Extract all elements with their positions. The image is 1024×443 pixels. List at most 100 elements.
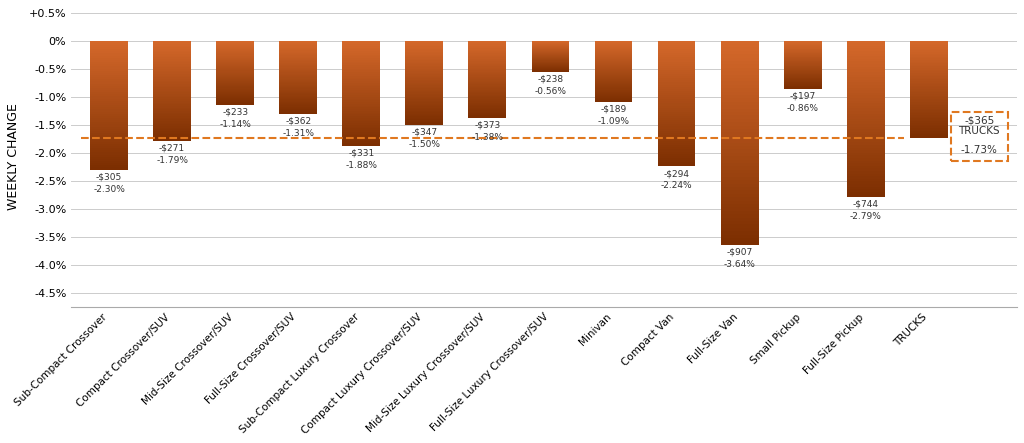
Bar <box>280 105 317 107</box>
Bar <box>90 84 128 86</box>
Bar <box>90 114 128 116</box>
Bar <box>783 49 821 50</box>
Bar <box>90 64 128 66</box>
Bar <box>90 45 128 47</box>
Bar <box>90 155 128 157</box>
Bar <box>154 91 191 93</box>
Bar <box>657 124 695 126</box>
Bar <box>468 101 506 102</box>
Bar <box>468 89 506 91</box>
Bar <box>280 62 317 64</box>
Bar <box>531 67 569 68</box>
Bar <box>216 92 254 93</box>
Bar <box>342 67 380 69</box>
Bar <box>910 88 947 89</box>
Bar <box>531 51 569 52</box>
Bar <box>280 66 317 67</box>
Bar <box>154 87 191 89</box>
Bar <box>342 99 380 101</box>
Bar <box>531 49 569 50</box>
Bar <box>847 59 885 62</box>
Bar <box>595 80 633 82</box>
Bar <box>595 100 633 101</box>
Bar <box>531 66 569 67</box>
Bar <box>657 45 695 47</box>
Bar <box>783 79 821 80</box>
Bar <box>595 60 633 61</box>
Bar <box>342 85 380 86</box>
Bar <box>910 120 947 121</box>
Bar <box>280 92 317 93</box>
Bar <box>847 88 885 90</box>
Bar <box>595 69 633 70</box>
Bar <box>910 78 947 79</box>
Bar <box>910 97 947 99</box>
Bar <box>847 64 885 67</box>
Bar <box>406 88 443 89</box>
Bar <box>595 43 633 44</box>
Bar <box>342 60 380 62</box>
Bar <box>90 129 128 131</box>
Bar <box>90 152 128 155</box>
Bar <box>342 72 380 74</box>
Bar <box>783 52 821 53</box>
Bar <box>468 69 506 70</box>
Bar <box>280 103 317 104</box>
Bar <box>721 88 759 92</box>
Bar <box>468 77 506 78</box>
Bar <box>216 91 254 92</box>
Bar <box>910 134 947 136</box>
Bar <box>216 81 254 82</box>
Bar <box>154 47 191 49</box>
Bar <box>90 43 128 45</box>
Bar <box>406 56 443 58</box>
Bar <box>657 72 695 74</box>
Bar <box>406 108 443 109</box>
Bar <box>468 44 506 46</box>
Bar <box>531 70 569 71</box>
Bar <box>90 133 128 135</box>
Bar <box>216 59 254 60</box>
Bar <box>406 85 443 87</box>
Bar <box>90 58 128 60</box>
Bar <box>216 79 254 80</box>
Bar <box>154 94 191 96</box>
Bar <box>90 94 128 97</box>
Bar <box>783 60 821 61</box>
Bar <box>847 77 885 80</box>
Bar <box>910 131 947 133</box>
Bar <box>721 61 759 64</box>
Bar <box>721 167 759 170</box>
Bar <box>280 71 317 73</box>
Bar <box>847 74 885 77</box>
Bar <box>721 109 759 112</box>
Bar <box>280 104 317 105</box>
Bar <box>468 41 506 42</box>
Bar <box>468 75 506 77</box>
Bar <box>847 56 885 59</box>
Bar <box>342 74 380 76</box>
Bar <box>90 99 128 101</box>
Bar <box>783 82 821 83</box>
Text: -$271: -$271 <box>159 144 185 153</box>
Bar <box>216 78 254 79</box>
Bar <box>90 71 128 73</box>
Bar <box>847 121 885 124</box>
Bar <box>531 55 569 56</box>
Bar <box>90 60 128 62</box>
Bar <box>280 85 317 86</box>
Bar <box>847 158 885 160</box>
Bar <box>406 97 443 98</box>
Bar <box>154 113 191 114</box>
Bar <box>468 82 506 83</box>
Bar <box>531 63 569 64</box>
Bar <box>531 44 569 45</box>
Bar <box>154 139 191 141</box>
Bar <box>531 62 569 63</box>
Bar <box>468 96 506 97</box>
Bar <box>280 47 317 48</box>
Bar <box>342 63 380 65</box>
Bar <box>847 176 885 179</box>
Bar <box>847 194 885 197</box>
Bar <box>657 74 695 76</box>
